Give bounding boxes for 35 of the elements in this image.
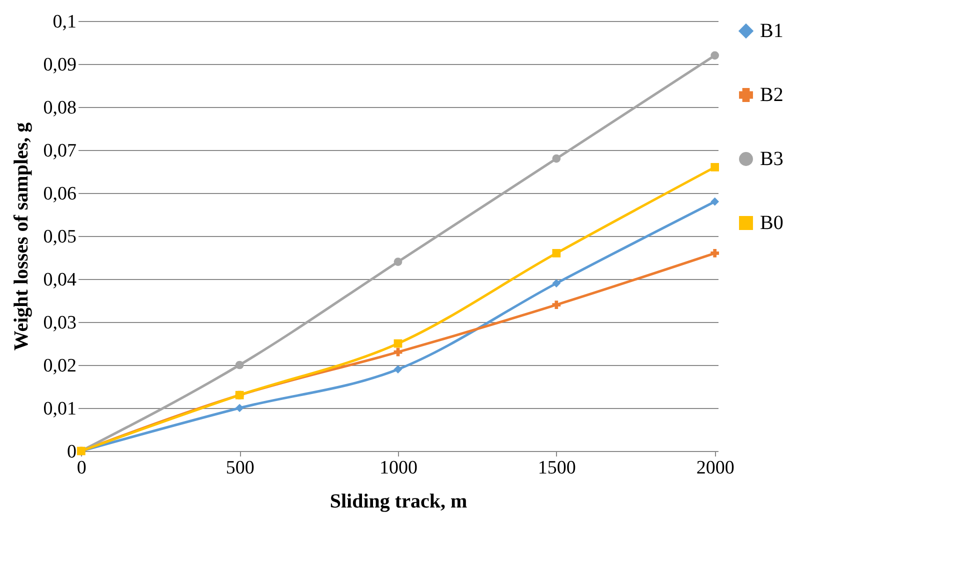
x-axis-title: Sliding track, m [330, 490, 468, 512]
point [394, 348, 402, 356]
point [235, 404, 244, 412]
y-tick-label: 0,02 [43, 356, 76, 376]
point [552, 279, 561, 288]
legend-label: B1 [760, 20, 784, 42]
point [394, 365, 402, 374]
y-tick-label: 0,1 [52, 12, 76, 32]
point [394, 339, 402, 348]
y-tick-label: 0,04 [43, 270, 77, 290]
legend-label: B0 [760, 212, 784, 234]
x-tick-label: 1500 [538, 458, 576, 478]
y-tick-label: 0,06 [43, 184, 76, 204]
y-tick-label: 0,07 [43, 140, 76, 162]
point [710, 163, 720, 172]
point [394, 258, 402, 266]
point [552, 300, 561, 309]
point [710, 51, 720, 60]
y-tick-label: 0,01 [43, 398, 76, 420]
y-tick-label: 0,03 [43, 312, 76, 334]
y-tick-label: 0,09 [43, 54, 76, 76]
y-tick-label: 0,08 [43, 98, 76, 118]
x-tick-label: 1000 [380, 458, 418, 478]
point [552, 154, 561, 163]
point [552, 249, 561, 258]
y-tick-label: 0,05 [43, 226, 76, 248]
y-axis-title: Weight losses of samples, g [10, 122, 32, 351]
y-tick-label: 0 [67, 442, 76, 462]
x-tick-label: 2000 [696, 458, 734, 478]
x-tick-label: 500 [226, 458, 254, 478]
point [710, 249, 720, 258]
point [235, 360, 244, 370]
point [710, 197, 720, 206]
legend-label: B2 [760, 84, 784, 106]
legend-label: B3 [760, 148, 784, 170]
